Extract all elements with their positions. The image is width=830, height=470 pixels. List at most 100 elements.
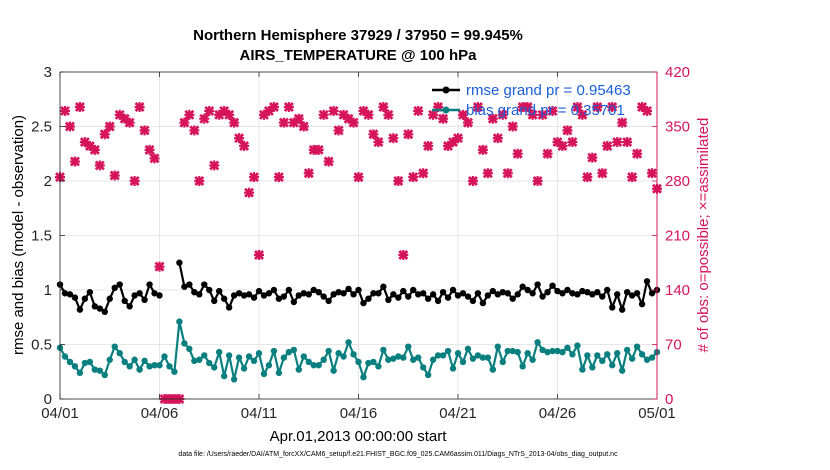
bias-point	[290, 346, 298, 354]
y-tick-label-left: 0.5	[31, 337, 52, 354]
bias-point	[220, 372, 228, 380]
bias-point	[206, 359, 213, 367]
bias-point	[539, 346, 546, 354]
rmse-point	[519, 283, 526, 290]
legend: rmse grand pr = 0.95463 bias grand pr = …	[432, 82, 631, 119]
rmse-point	[260, 292, 268, 299]
obs-marker	[239, 140, 250, 151]
obs-marker	[453, 133, 463, 144]
obs-marker	[368, 129, 379, 140]
bias-point	[300, 353, 307, 360]
rmse-point	[370, 290, 377, 297]
rmse-point	[434, 297, 442, 305]
rmse-point	[489, 287, 497, 295]
obs-marker	[224, 109, 235, 120]
bias-point	[599, 357, 606, 365]
obs-marker	[642, 105, 653, 116]
bias-point	[400, 354, 407, 361]
rmse-point	[544, 288, 551, 296]
rmse-point	[429, 291, 437, 298]
legend-bias-marker	[442, 106, 450, 114]
rmse-point	[196, 291, 203, 298]
bias-point	[633, 343, 641, 350]
y-axis-label-left: rmse and bias (model - observation)	[10, 115, 27, 355]
obs-marker	[507, 121, 518, 132]
rmse-point	[424, 295, 432, 302]
bias-point	[638, 351, 646, 358]
rmse-point	[91, 303, 99, 310]
obs-marker	[418, 168, 429, 179]
rmse-point	[320, 293, 327, 300]
bias-point	[61, 353, 69, 360]
obs-marker	[134, 102, 145, 113]
rmse-point	[136, 290, 143, 297]
obs-marker	[298, 121, 309, 132]
obs-marker	[204, 105, 215, 116]
obs-marker	[408, 172, 419, 183]
obs-marker	[428, 109, 439, 120]
obs-marker	[597, 168, 608, 179]
x-tick-label: 05/01	[638, 405, 676, 422]
rmse-point	[146, 281, 153, 288]
bias-point	[390, 355, 397, 362]
obs-marker	[487, 113, 498, 124]
bias-point	[116, 350, 123, 357]
obs-marker	[542, 148, 553, 159]
x-tick-label: 04/01	[41, 405, 79, 422]
rmse-point	[285, 286, 293, 294]
obs-marker	[438, 113, 449, 124]
bias-point	[81, 359, 89, 367]
y-tick-label-right: 70	[665, 337, 682, 354]
legend-rmse-marker	[442, 86, 450, 94]
rmse-point	[340, 290, 347, 297]
bias-point	[459, 358, 467, 366]
rmse-point	[206, 286, 213, 294]
rmse-point	[618, 306, 626, 313]
bias-point	[395, 353, 402, 360]
obs-marker	[602, 140, 613, 151]
obs-marker	[562, 125, 573, 136]
rmse-point	[116, 281, 123, 288]
rmse-point	[459, 290, 467, 297]
bias-point	[305, 358, 312, 366]
rmse-point	[499, 288, 506, 296]
obs-marker	[124, 117, 135, 128]
bias-point	[380, 346, 387, 354]
bias-point	[91, 366, 99, 373]
rmse-point	[121, 297, 128, 305]
bias-point	[176, 318, 183, 325]
rmse-point	[633, 290, 641, 297]
rmse-point	[504, 290, 511, 297]
obs-marker	[353, 172, 364, 183]
bias-point	[325, 347, 332, 355]
obs-marker	[388, 133, 399, 144]
bias-point	[136, 366, 143, 373]
rmse-point	[235, 290, 243, 297]
obs-marker	[244, 187, 255, 198]
rmse-point	[375, 290, 382, 297]
rmse-point	[335, 288, 342, 296]
obs-marker	[363, 109, 374, 120]
bias-point	[345, 339, 352, 346]
obs-marker	[69, 156, 80, 167]
bias-point	[544, 348, 551, 356]
rmse-point	[106, 295, 113, 302]
rmse-point	[419, 290, 427, 297]
rmse-point	[211, 297, 218, 305]
rmse-point	[539, 293, 546, 300]
obs-marker	[313, 144, 324, 155]
bias-point	[549, 347, 556, 355]
bias-point	[434, 352, 442, 359]
bias-point	[191, 357, 198, 365]
bias-point	[270, 347, 278, 355]
y-tick-label-left: 3	[44, 64, 52, 81]
obs-marker	[249, 172, 260, 183]
bias-point	[265, 362, 273, 369]
bias-point	[310, 362, 317, 369]
obs-marker	[139, 125, 150, 136]
obs-marker	[393, 176, 404, 186]
bias-point	[76, 369, 84, 377]
obs-marker	[567, 137, 578, 148]
bias-point	[643, 356, 651, 363]
